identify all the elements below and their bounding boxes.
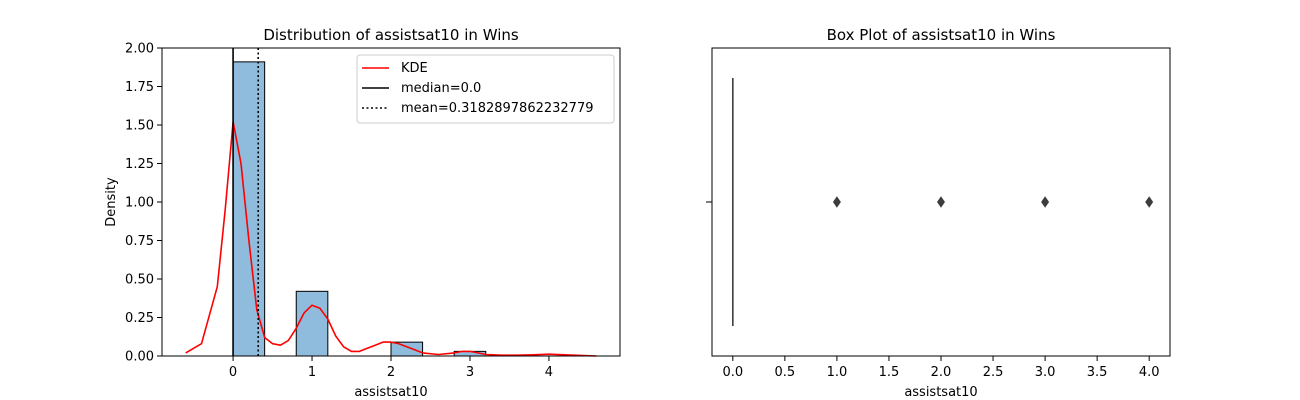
histogram-y-tick-label: 2.00: [125, 42, 154, 57]
histogram-y-tick-label: 1.50: [125, 119, 154, 134]
histogram-panel: Distribution of assistsat10 in Wins assi…: [104, 26, 621, 400]
histogram-x-tick-label: 3: [466, 365, 474, 380]
boxplot-x-tick-label: 0.5: [775, 365, 796, 380]
outlier-point: [1145, 196, 1154, 208]
boxplot-x-tick-label: 3.0: [1035, 365, 1056, 380]
outlier-point: [1041, 196, 1050, 208]
histogram-y-tick-label: 0.75: [125, 234, 154, 249]
boxplot-plot-area: [732, 78, 1154, 326]
outlier-point: [937, 196, 945, 208]
boxplot-x-tick-label: 2.0: [931, 365, 952, 380]
boxplot-x-tick-label: 1.0: [827, 365, 848, 380]
histogram-title: Distribution of assistsat10 in Wins: [263, 26, 519, 44]
outlier-point: [832, 196, 841, 208]
boxplot-x-tick-label: 4.0: [1139, 365, 1160, 380]
histogram-x-tick-label: 4: [545, 365, 553, 380]
legend-box: [356, 54, 615, 124]
boxplot-x-tick-label: 0.0: [722, 365, 743, 380]
histogram-x-tick-label: 0: [229, 365, 237, 380]
histogram-bar: [295, 290, 329, 357]
boxplot-x-ticks: 0.0 0.5 1.0 1.5 2.0 2.5 3.0 3.5 4.0: [722, 356, 1160, 380]
legend-median-label: median=0.0: [401, 81, 481, 96]
histogram-y-axis-label: Density: [104, 177, 119, 227]
histogram-x-ticks: 0 1 2 3 4: [229, 356, 553, 380]
kde-line: [185, 121, 597, 357]
histogram-y-tick-label: 0.25: [125, 311, 154, 326]
histogram-bar: [390, 341, 424, 357]
histogram-y-tick-label: 1.00: [125, 196, 154, 211]
histogram-plot-area: [185, 48, 597, 357]
histogram-x-axis-label: assistsat10: [354, 385, 427, 400]
histogram-legend: KDE median=0.0 mean=0.3182897862232779: [356, 54, 615, 124]
histogram-y-tick-label: 0.50: [125, 273, 154, 288]
boxplot-title: Box Plot of assistsat10 in Wins: [827, 26, 1056, 44]
boxplot-x-tick-label: 1.5: [879, 365, 900, 380]
histogram-y-ticks: 0.00 0.25 0.50 0.75 1.00 1.25 1.50 1.75 2.00: [125, 42, 162, 365]
histogram-x-tick-label: 1: [308, 365, 316, 380]
legend-mean-label: mean=0.3182897862232779: [401, 101, 594, 116]
boxplot-x-tick-label: 2.5: [983, 365, 1004, 380]
histogram-y-tick-label: 1.25: [125, 157, 154, 172]
boxplot-x-tick-label: 3.5: [1087, 365, 1108, 380]
histogram-y-tick-label: 0.00: [125, 350, 154, 365]
boxplot-x-axis-label: assistsat10: [904, 385, 977, 400]
histogram-y-tick-label: 1.75: [125, 80, 154, 95]
histogram-bar: [232, 61, 266, 357]
legend-kde-label: KDE: [401, 61, 428, 76]
histogram-x-tick-label: 2: [387, 365, 395, 380]
boxplot-panel: Box Plot of assistsat10 in Wins assistsa…: [706, 26, 1171, 400]
